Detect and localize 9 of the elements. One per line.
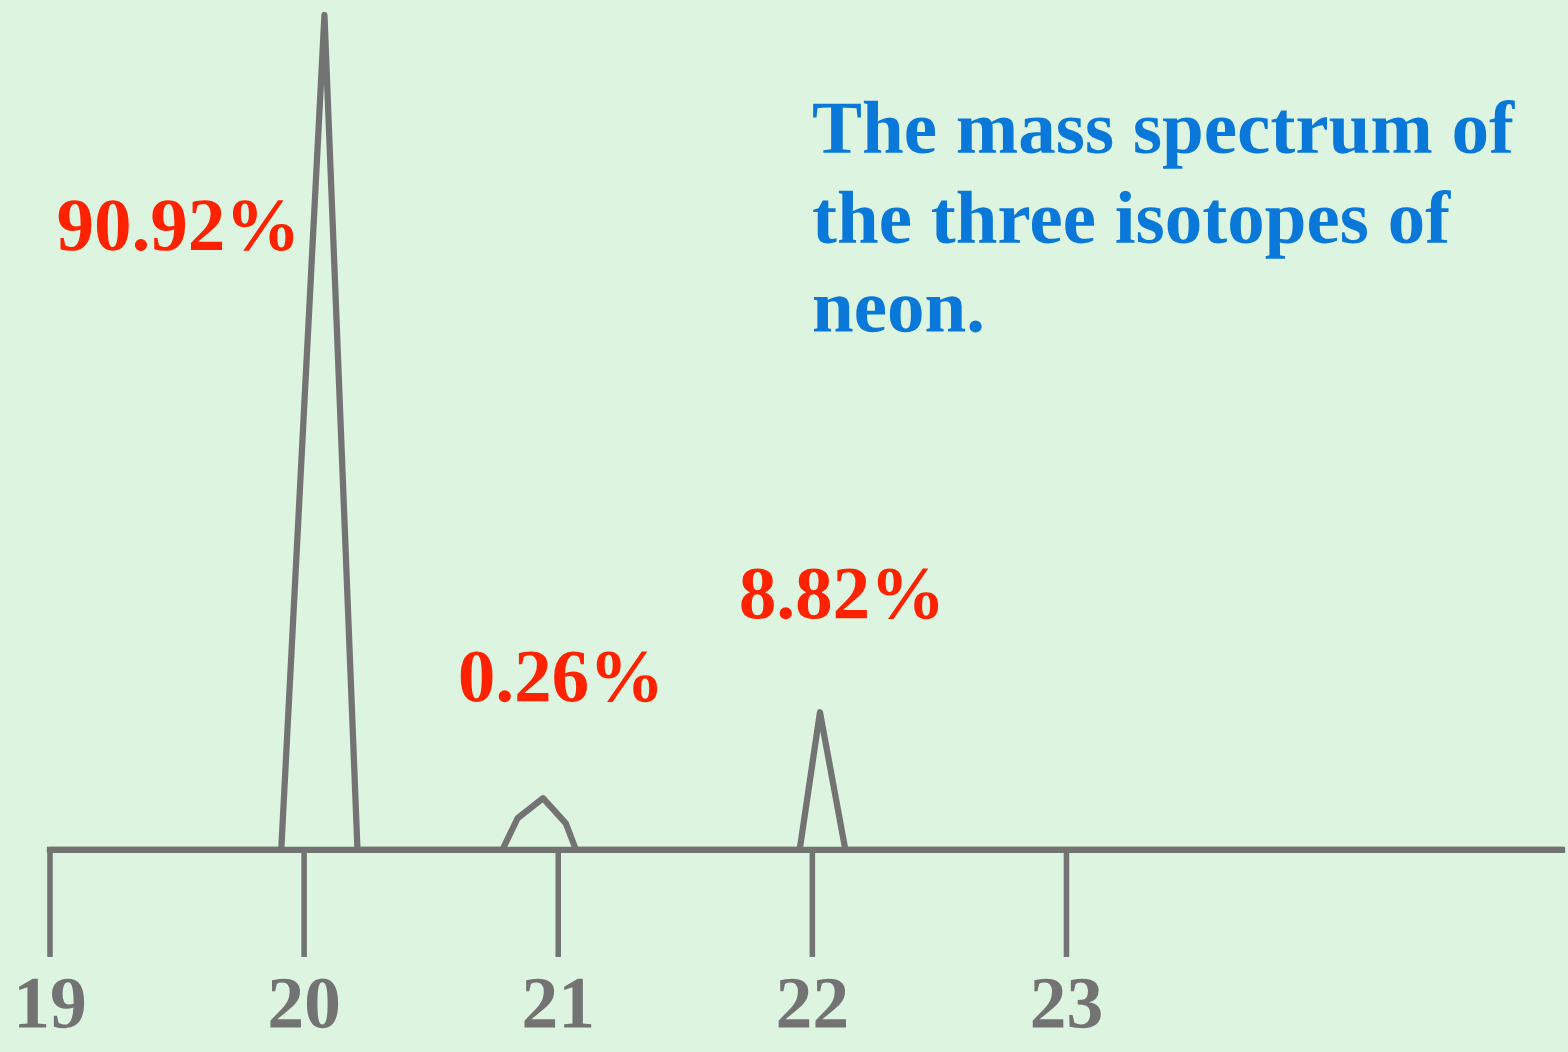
annotation: 0.26% <box>460 651 658 703</box>
annotation: 8.82% <box>741 568 939 620</box>
x-tick-label: 23 <box>1032 978 1101 1029</box>
x-tick-label: 19 <box>19 978 85 1029</box>
x-tick-label: 20 <box>270 978 339 1029</box>
x-tick-label: 21 <box>524 978 592 1028</box>
text: The mass spectrum of the three isotopes of neon. <box>813 100 1515 333</box>
annotation: 90.92% <box>58 200 294 252</box>
x-tick-label: 22 <box>778 978 846 1028</box>
